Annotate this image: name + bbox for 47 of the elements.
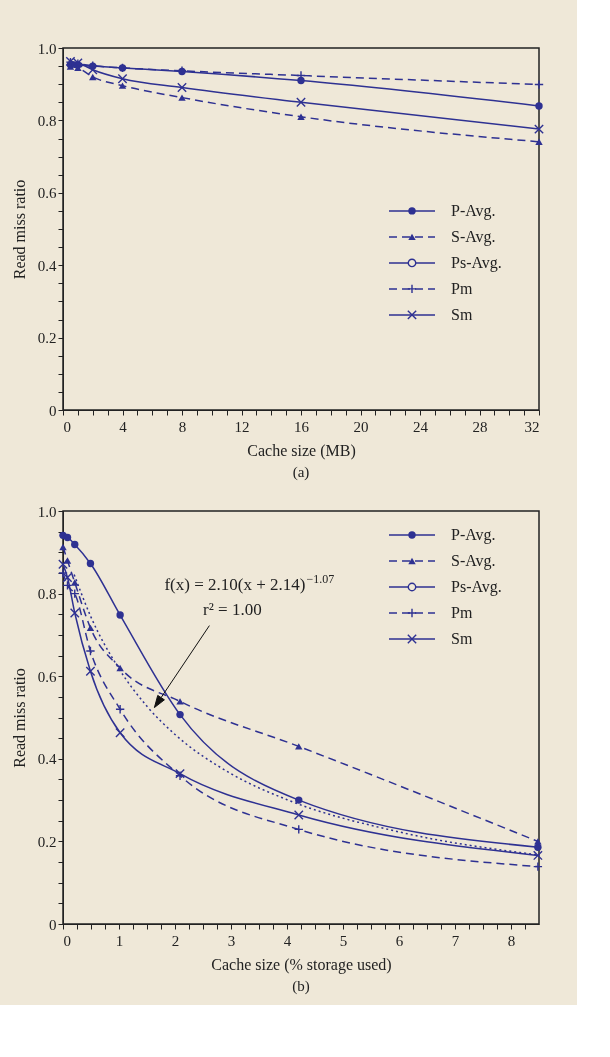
legend-label: Pm: [451, 279, 473, 297]
x-tick-label: 0: [63, 418, 71, 435]
x-axis-title: Cache size (% storage used): [211, 955, 392, 974]
y-tick-label: 1.0: [37, 40, 57, 57]
y-tick-label: 0.6: [37, 668, 57, 685]
legend-label: P-Avg.: [451, 526, 496, 544]
y-axis-title: Read miss ratio: [10, 668, 28, 768]
y-tick-label: 0: [49, 916, 57, 933]
y-tick-label: 0.4: [37, 751, 57, 768]
x-tick-label: 7: [451, 932, 460, 949]
x-tick-label: 24: [413, 418, 429, 435]
x-tick-label: 32: [524, 418, 540, 435]
legend-label: Sm: [451, 630, 473, 647]
y-tick-label: 0: [49, 402, 57, 419]
x-tick-label: 2: [171, 932, 180, 949]
y-tick-label: 0.4: [37, 257, 57, 274]
annotation: r² = 1.00: [203, 599, 262, 619]
x-tick-label: 6: [395, 932, 404, 949]
x-tick-label: 0: [63, 932, 71, 949]
x-axis-title: Cache size (MB): [247, 441, 356, 460]
legend-label: S-Avg.: [451, 227, 496, 246]
x-tick-label: 16: [294, 418, 310, 435]
y-tick-label: 1.0: [37, 503, 57, 520]
x-tick-label: 8: [178, 418, 187, 435]
y-tick-label: 0.8: [37, 586, 57, 603]
x-tick-label: 1: [115, 932, 124, 949]
x-tick-label: 8: [507, 932, 516, 949]
legend-label: Ps-Avg.: [451, 253, 502, 272]
x-tick-label: 4: [119, 418, 128, 435]
legend-label: Pm: [451, 604, 473, 621]
legend-label: S-Avg.: [451, 552, 496, 570]
legend-label: Sm: [451, 305, 473, 323]
legend-label: P-Avg.: [451, 201, 496, 220]
x-tick-label: 28: [472, 418, 488, 435]
y-tick-label: 0.2: [37, 833, 57, 850]
text: (b): [292, 978, 310, 995]
y-tick-label: 0.8: [37, 112, 57, 129]
y-tick-label: 0.2: [37, 330, 57, 347]
text: (a): [292, 464, 310, 481]
legend-label: Ps-Avg.: [451, 578, 502, 596]
x-tick-label: 4: [283, 932, 292, 949]
x-tick-label: 3: [227, 932, 236, 949]
x-tick-label: 20: [353, 418, 369, 435]
y-tick-label: 0.6: [37, 185, 57, 202]
y-axis-title: Read miss ratio: [10, 179, 28, 280]
x-tick-label: 5: [339, 932, 348, 949]
x-tick-label: 12: [234, 418, 250, 435]
